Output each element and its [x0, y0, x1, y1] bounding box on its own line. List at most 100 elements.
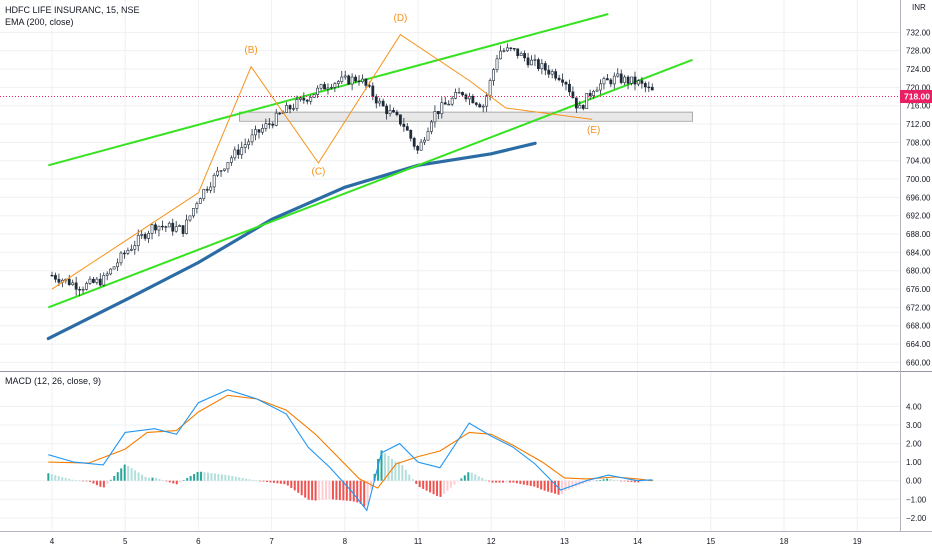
candle-body	[312, 94, 316, 98]
time-axis[interactable]: 4 5 6 7 8 11 12 13 14 15 18 19	[50, 537, 862, 546]
candle-body	[298, 97, 302, 100]
macd-hist-bar	[217, 473, 220, 481]
price-tick-label: 728.00	[906, 47, 931, 56]
candle-body	[492, 69, 495, 81]
candle-body	[609, 79, 613, 85]
candle-body	[633, 76, 637, 85]
macd-hist-bar	[196, 471, 199, 481]
macd-hist-bar	[418, 480, 421, 488]
candle-body	[102, 275, 106, 286]
candle-body	[499, 50, 502, 60]
macd-hist-bar	[491, 480, 494, 483]
candle-body	[423, 139, 426, 143]
macd-tick-label: −2.00	[906, 514, 927, 523]
macd-hist-bar	[57, 476, 60, 481]
candle-body	[226, 162, 230, 170]
candle-body	[164, 226, 168, 228]
price-grid	[0, 0, 900, 370]
candle-body	[157, 225, 161, 231]
macd-hist-bar	[318, 480, 321, 501]
candle-body	[105, 273, 109, 276]
macd-hist-bar	[165, 480, 168, 482]
candle-body	[147, 232, 150, 239]
macd-hist-bar	[415, 480, 418, 484]
candle-body	[537, 59, 540, 70]
candle-body	[650, 86, 654, 91]
candle-body	[485, 95, 489, 107]
macd-hist-bar	[304, 480, 307, 498]
macd-hist-bar	[488, 480, 491, 482]
price-tick-label: 724.00	[906, 65, 931, 74]
macd-hist-bar	[279, 480, 282, 484]
candle-body	[167, 222, 171, 228]
candle-body	[481, 105, 485, 108]
candle-body	[364, 78, 368, 86]
signal-line	[48, 394, 653, 489]
candle-body	[605, 78, 609, 81]
macd-hist-bar	[522, 480, 525, 485]
candle-body	[274, 112, 278, 126]
candle-body	[457, 92, 461, 94]
macd-tick-label: 2.00	[906, 440, 922, 449]
price-tick-label: 700.00	[906, 175, 931, 184]
macd-hist-bar	[505, 480, 508, 483]
macd-hist-bar	[432, 480, 435, 495]
macd-hist-bar	[554, 480, 557, 494]
candle-body	[209, 186, 213, 191]
candle-body	[354, 76, 357, 82]
macd-lines	[48, 389, 653, 512]
candle-body	[409, 130, 413, 139]
candle-body	[357, 80, 361, 83]
price-tick-label: 720.00	[906, 83, 931, 92]
macd-tick-label: 0.00	[906, 477, 922, 486]
macd-hist-bar	[463, 475, 466, 481]
macd-hist-bar	[366, 480, 369, 505]
macd-hist-bar	[252, 479, 255, 481]
candle-body	[447, 103, 451, 106]
macd-hist-bar	[394, 461, 397, 481]
macd-hist-bar	[276, 480, 279, 484]
macd-hist-bar	[453, 480, 456, 485]
time-tick-label: 15	[706, 537, 715, 546]
macd-hist-bar	[283, 480, 286, 485]
wave-label: (D)	[393, 13, 407, 24]
candle-body	[381, 100, 385, 107]
macd-hist-bar	[533, 480, 536, 487]
price-tick-label: 664.00	[906, 340, 931, 349]
candle-body	[330, 87, 333, 89]
candle-body	[261, 128, 264, 133]
candle-body	[67, 278, 71, 286]
candle-body	[81, 289, 85, 291]
macd-hist-bar	[602, 479, 605, 481]
macd-hist-bar	[158, 479, 161, 481]
candle-body	[174, 226, 178, 232]
macd-hist-bar	[265, 480, 268, 482]
time-tick-label: 4	[50, 537, 55, 546]
time-tick-label: 13	[560, 537, 569, 546]
candle-body	[540, 63, 544, 70]
macd-hist-bar	[425, 480, 428, 491]
candle-body	[592, 91, 595, 96]
macd-hist-bar	[519, 480, 522, 484]
candle-body	[595, 89, 599, 92]
price-tick-label: 692.00	[906, 212, 931, 221]
macd-hist-bar	[342, 480, 345, 501]
candle-body	[264, 123, 268, 129]
macd-hist-bar	[460, 478, 463, 481]
macd-hist-bar	[547, 480, 550, 492]
price-axis[interactable]: 732.00 728.00 724.00 720.00 716.00 712.00 708.…	[906, 28, 931, 367]
macd-hist-bar	[213, 473, 216, 481]
candle-body	[519, 53, 523, 57]
candle-body	[454, 92, 458, 99]
macd-hist-bar	[186, 478, 189, 481]
macd-axis[interactable]: 4.00 3.00 2.00 1.00 0.00 −1.00 −2.00	[906, 402, 927, 522]
macd-hist-bar	[328, 480, 331, 500]
macd-hist-bar	[477, 476, 480, 481]
macd-hist-bar	[564, 480, 567, 492]
candle-body	[509, 47, 513, 49]
macd-hist-bar	[449, 480, 452, 488]
macd-hist-bar	[314, 480, 317, 501]
macd-hist-bar	[397, 461, 400, 481]
candle-body	[630, 76, 633, 84]
